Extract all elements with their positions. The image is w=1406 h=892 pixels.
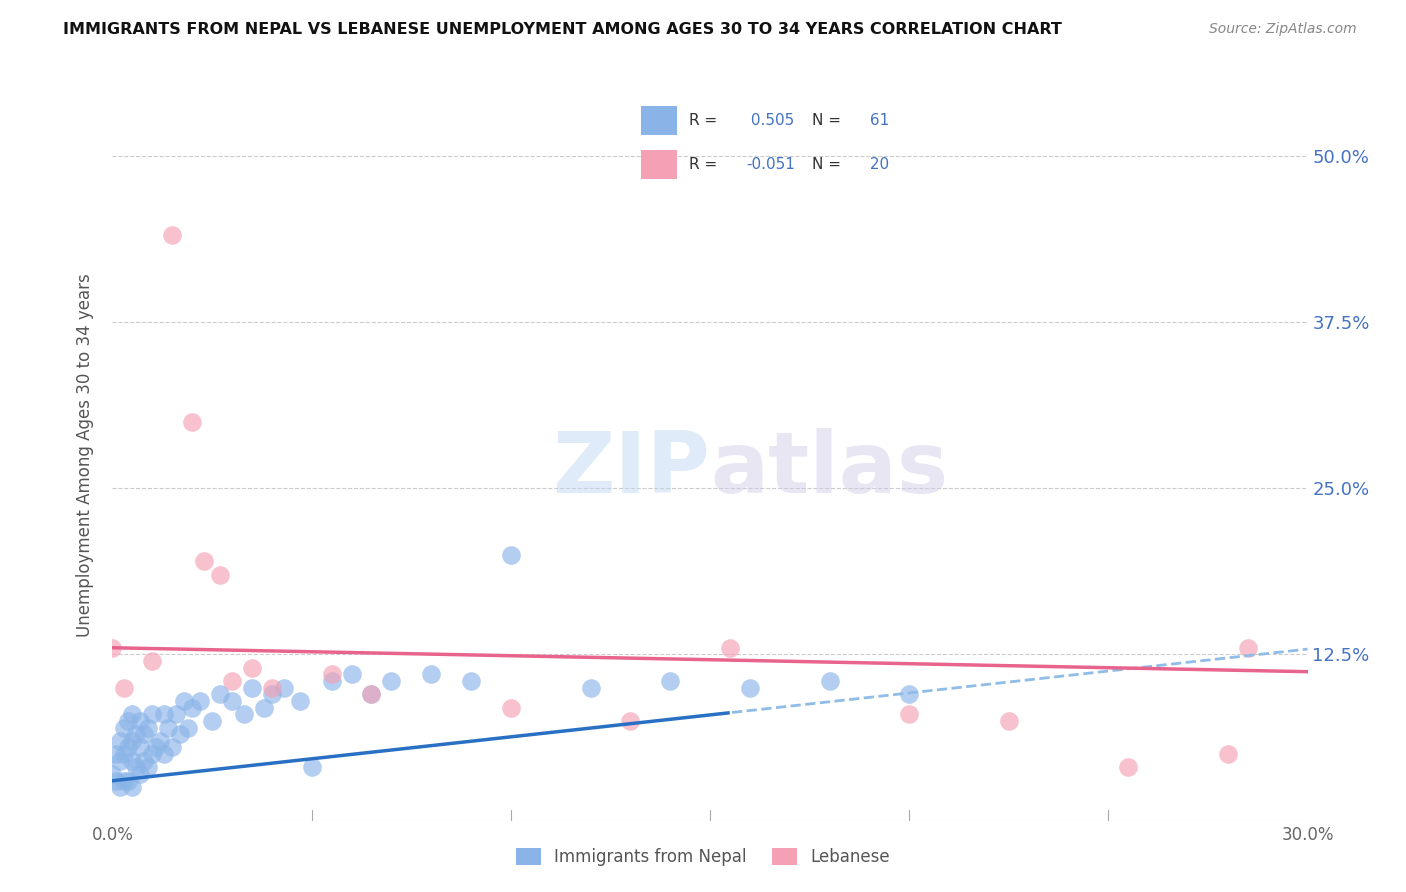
Point	[101, 767, 124, 781]
Point	[145, 740, 167, 755]
Point	[460, 673, 482, 688]
Point	[240, 661, 263, 675]
Point	[157, 721, 180, 735]
Point	[165, 707, 187, 722]
Point	[818, 673, 841, 688]
Point	[898, 707, 921, 722]
Point	[169, 727, 191, 741]
Point	[193, 554, 215, 568]
Legend: Immigrants from Nepal, Lebanese: Immigrants from Nepal, Lebanese	[509, 841, 897, 873]
Point	[260, 681, 283, 695]
Point	[420, 667, 443, 681]
Point	[221, 673, 243, 688]
Point	[998, 714, 1021, 728]
Text: ZIP: ZIP	[553, 428, 710, 511]
Point	[321, 673, 343, 688]
Point	[579, 681, 602, 695]
Point	[134, 754, 156, 768]
Point	[499, 548, 522, 562]
Point	[138, 721, 160, 735]
Point	[181, 415, 204, 429]
Point	[301, 760, 323, 774]
Point	[114, 721, 135, 735]
Point	[121, 734, 143, 748]
Point	[209, 567, 232, 582]
Point	[121, 780, 143, 795]
Point	[1216, 747, 1239, 761]
Point	[117, 773, 139, 788]
Point	[209, 687, 232, 701]
Point	[110, 734, 132, 748]
Point	[273, 681, 295, 695]
Point	[138, 760, 160, 774]
Point	[380, 673, 402, 688]
Point	[153, 747, 176, 761]
Point	[898, 687, 921, 701]
Point	[321, 667, 343, 681]
Point	[117, 714, 139, 728]
Point	[221, 694, 243, 708]
Point	[659, 673, 682, 688]
Point	[110, 780, 132, 795]
Point	[153, 707, 176, 722]
Point	[141, 747, 163, 761]
Point	[1118, 760, 1140, 774]
Y-axis label: Unemployment Among Ages 30 to 34 years: Unemployment Among Ages 30 to 34 years	[76, 273, 94, 637]
Point	[181, 700, 204, 714]
Point	[240, 681, 263, 695]
Point	[188, 694, 211, 708]
Point	[340, 667, 363, 681]
Point	[619, 714, 641, 728]
Point	[129, 714, 152, 728]
Point	[738, 681, 761, 695]
Point	[499, 700, 522, 714]
Point	[260, 687, 283, 701]
Text: atlas: atlas	[710, 428, 948, 511]
Point	[201, 714, 224, 728]
Point	[129, 740, 152, 755]
Point	[253, 700, 276, 714]
Point	[1237, 640, 1260, 655]
Point	[105, 747, 128, 761]
Point	[101, 640, 124, 655]
Point	[173, 694, 195, 708]
Point	[149, 734, 172, 748]
Point	[162, 740, 183, 755]
Point	[114, 681, 135, 695]
Point	[114, 747, 135, 761]
Point	[360, 687, 382, 701]
Point	[233, 707, 256, 722]
Point	[105, 773, 128, 788]
Point	[288, 694, 311, 708]
Point	[121, 707, 143, 722]
Point	[117, 740, 139, 755]
Text: IMMIGRANTS FROM NEPAL VS LEBANESE UNEMPLOYMENT AMONG AGES 30 TO 34 YEARS CORRELA: IMMIGRANTS FROM NEPAL VS LEBANESE UNEMPL…	[63, 22, 1062, 37]
Point	[125, 727, 148, 741]
Point	[129, 767, 152, 781]
Point	[114, 773, 135, 788]
Point	[718, 640, 741, 655]
Point	[121, 754, 143, 768]
Point	[141, 707, 163, 722]
Point	[110, 754, 132, 768]
Point	[177, 721, 200, 735]
Point	[360, 687, 382, 701]
Point	[134, 727, 156, 741]
Point	[125, 760, 148, 774]
Point	[162, 228, 183, 243]
Point	[141, 654, 163, 668]
Text: Source: ZipAtlas.com: Source: ZipAtlas.com	[1209, 22, 1357, 37]
